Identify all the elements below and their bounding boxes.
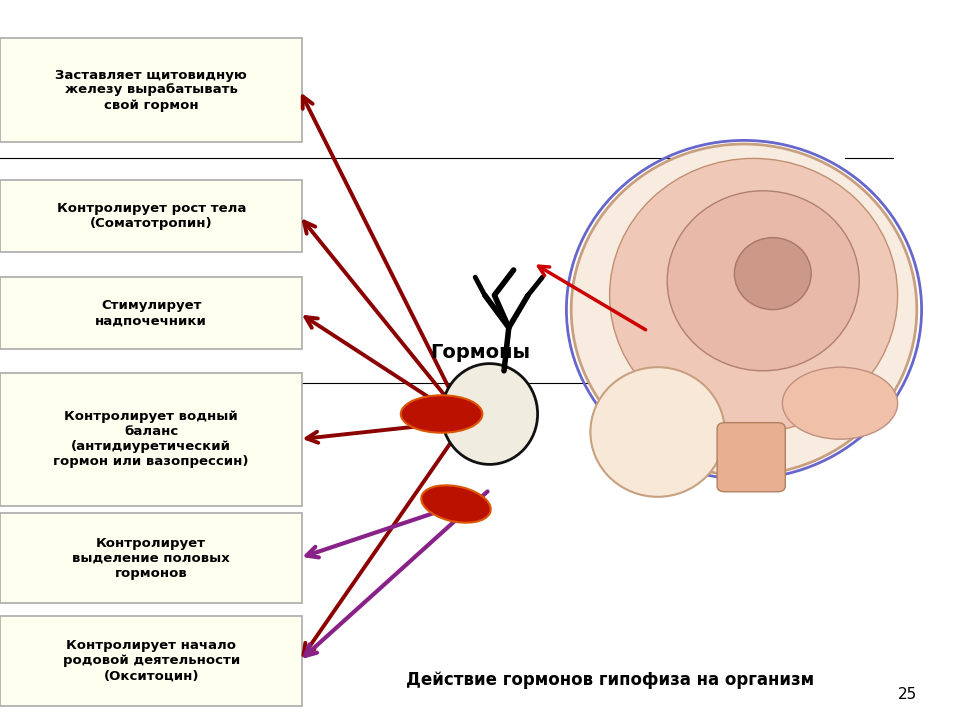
- FancyBboxPatch shape: [0, 277, 302, 349]
- FancyBboxPatch shape: [0, 616, 302, 706]
- Ellipse shape: [782, 367, 898, 439]
- Text: Контролирует рост тела
(Соматотропин): Контролирует рост тела (Соматотропин): [57, 202, 246, 230]
- Text: Действие гормонов гипофиза на организм: Действие гормонов гипофиза на организм: [405, 671, 814, 690]
- FancyBboxPatch shape: [0, 180, 302, 252]
- Ellipse shape: [400, 395, 482, 433]
- Text: Контролирует начало
родовой деятельности
(Окситоцин): Контролирует начало родовой деятельности…: [62, 639, 240, 683]
- Text: Заставляет щитовидную
железу вырабатывать
свой гормон: Заставляет щитовидную железу вырабатыват…: [56, 68, 247, 112]
- Ellipse shape: [667, 191, 859, 371]
- Text: Стимулирует
надпочечники: Стимулирует надпочечники: [95, 300, 207, 327]
- Text: 25: 25: [898, 687, 917, 702]
- Text: Контролирует водный
баланс
(антидиуретический
гормон или вазопрессин): Контролирует водный баланс (антидиуретич…: [54, 410, 249, 468]
- Ellipse shape: [442, 364, 538, 464]
- Ellipse shape: [421, 485, 491, 523]
- FancyBboxPatch shape: [0, 37, 302, 143]
- FancyBboxPatch shape: [717, 423, 785, 492]
- Ellipse shape: [571, 144, 917, 475]
- FancyBboxPatch shape: [0, 373, 302, 505]
- Ellipse shape: [590, 367, 725, 497]
- Ellipse shape: [734, 238, 811, 310]
- Text: Контролирует
выделение половых
гормонов: Контролирует выделение половых гормонов: [72, 536, 230, 580]
- Text: Гормоны: Гормоны: [430, 343, 530, 362]
- Ellipse shape: [610, 158, 898, 432]
- FancyBboxPatch shape: [0, 513, 302, 603]
